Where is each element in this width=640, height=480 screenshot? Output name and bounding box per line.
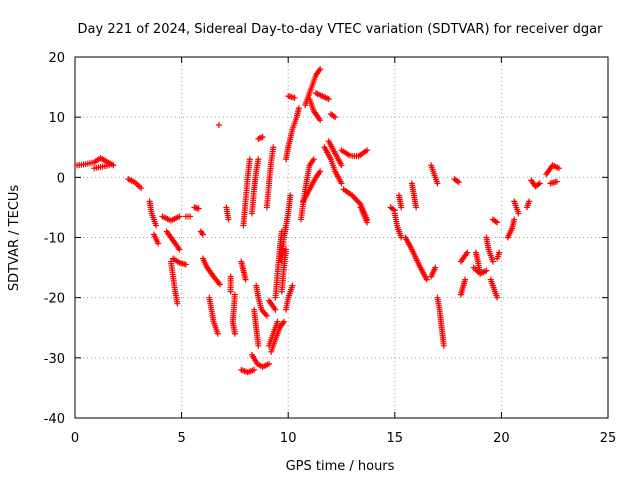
data-point: [295, 105, 302, 112]
data-point: [511, 216, 518, 223]
y-tick-label: -30: [44, 352, 65, 367]
data-point: [176, 246, 183, 253]
data-point: [215, 121, 222, 128]
data-point: [227, 288, 234, 295]
data-point: [272, 306, 279, 313]
data-point: [526, 198, 533, 205]
data-point: [310, 156, 317, 163]
data-point: [291, 94, 298, 101]
chart-title: Day 221 of 2024, Sidereal Day-to-day VTE…: [78, 22, 604, 37]
data-point: [270, 144, 277, 151]
data-point: [263, 312, 270, 319]
data-point: [106, 162, 113, 169]
x-tick-label: 25: [600, 431, 617, 446]
y-tick-label: 10: [48, 111, 65, 126]
y-tick-label: -20: [44, 292, 65, 307]
data-point: [325, 96, 332, 103]
y-tick-label: -40: [44, 412, 65, 427]
y-tick-label: -10: [44, 232, 65, 247]
data-point: [398, 204, 405, 211]
data-point: [216, 281, 223, 288]
data-point: [455, 179, 462, 186]
x-tick-label: 0: [71, 431, 79, 446]
data-point: [266, 360, 273, 367]
data-point: [285, 144, 292, 151]
data-point: [338, 162, 345, 169]
data-point: [432, 264, 439, 271]
y-tick-label: 0: [57, 171, 65, 186]
data-point: [423, 276, 430, 283]
data-point: [317, 117, 324, 124]
grid: [75, 57, 608, 418]
data-points: [74, 66, 562, 376]
data-point: [434, 180, 441, 187]
x-tick-label: 20: [493, 431, 510, 446]
data-point: [259, 134, 266, 141]
data-point: [364, 219, 371, 226]
data-point: [195, 205, 202, 212]
data-point: [246, 156, 253, 163]
data-point: [317, 168, 324, 175]
x-axis-label: GPS time / hours: [286, 459, 395, 474]
data-point: [199, 231, 206, 238]
data-point: [464, 249, 471, 256]
data-point: [462, 276, 469, 283]
data-point: [251, 366, 258, 373]
data-point: [489, 258, 496, 265]
data-point: [494, 219, 501, 226]
data-point: [283, 246, 290, 253]
data-point: [289, 282, 296, 289]
data-point: [494, 294, 501, 301]
data-point: [496, 249, 503, 256]
ticks: 0 5 10 15 20 25 20 10 0 -10 -20 -30 -40: [44, 51, 617, 446]
y-axis-label: SDTVAR / TECUs: [7, 185, 22, 292]
data-point: [155, 240, 162, 247]
data-point: [553, 178, 560, 185]
data-point: [214, 330, 221, 337]
data-point: [413, 204, 420, 211]
data-point: [338, 180, 345, 187]
data-point: [287, 192, 294, 199]
data-point: [555, 165, 562, 172]
data-point: [225, 216, 232, 223]
data-point: [255, 342, 262, 349]
x-tick-label: 10: [280, 431, 297, 446]
data-point: [483, 267, 490, 274]
data-point: [274, 318, 281, 325]
data-point: [536, 180, 543, 187]
data-point: [174, 300, 181, 307]
data-point: [187, 213, 194, 220]
data-point: [242, 276, 249, 283]
data-point: [515, 210, 522, 217]
data-point: [176, 213, 183, 220]
data-point: [317, 66, 324, 73]
data-point: [231, 330, 238, 337]
data-point: [182, 261, 189, 268]
data-point: [255, 156, 262, 163]
y-tick-label: 20: [48, 51, 65, 66]
x-tick-label: 15: [387, 431, 404, 446]
data-point: [138, 185, 145, 192]
data-point: [153, 222, 160, 229]
x-tick-label: 5: [177, 431, 185, 446]
data-point: [280, 318, 287, 325]
data-point: [332, 114, 339, 121]
data-point: [364, 147, 371, 154]
data-point: [440, 342, 447, 349]
